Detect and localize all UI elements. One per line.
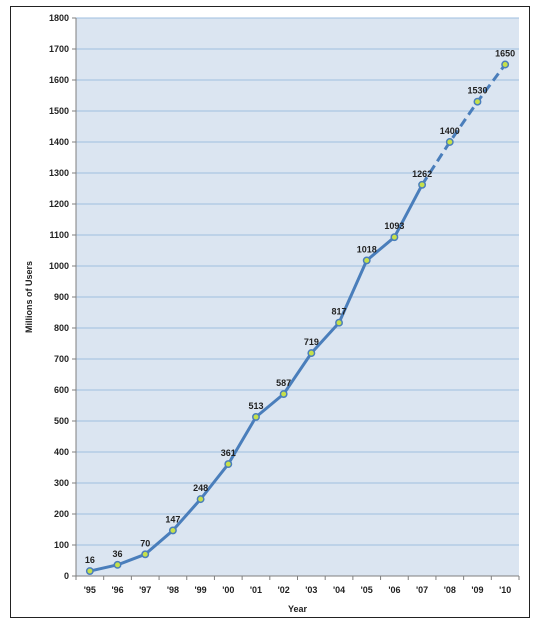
data-point — [418, 180, 427, 189]
y-tick-label: 0 — [64, 571, 69, 581]
data-label: 248 — [193, 483, 208, 493]
y-axis-ticks: 0 100 200 300 400 500 600 700 800 900 1000 1100 1200… — [49, 13, 77, 581]
y-tick-label: 700 — [54, 354, 69, 364]
data-point — [445, 138, 454, 146]
y-tick-label: 1700 — [49, 44, 69, 54]
data-point — [473, 97, 482, 106]
x-axis-ticks: '95 '96 '97 '98 '99 '00 '01 '02 '03 '04 '05 '06 '07 '… — [75, 576, 520, 595]
y-tick-label: 1200 — [49, 199, 69, 209]
y-tick-label: 500 — [54, 416, 69, 426]
y-tick-label: 1400 — [49, 137, 69, 147]
x-tick-label: '07 — [416, 585, 428, 595]
x-tick-label: '99 — [195, 585, 207, 595]
data-point — [362, 256, 371, 265]
data-label: 16 — [85, 555, 95, 565]
series-line-projected — [420, 63, 507, 186]
data-label: 1650 — [495, 49, 515, 59]
x-tick-label: '08 — [444, 585, 456, 595]
data-label: 817 — [332, 307, 347, 317]
x-tick-label: '96 — [111, 585, 123, 595]
y-tick-label: 1600 — [49, 75, 69, 85]
data-point — [390, 233, 399, 242]
data-label: 70 — [140, 538, 150, 548]
x-tick-label: '05 — [361, 585, 373, 595]
data-label: 587 — [276, 378, 291, 388]
x-tick-label: '03 — [305, 585, 317, 595]
data-label: 1400 — [440, 126, 460, 136]
data-point — [307, 349, 316, 358]
data-label: 36 — [113, 549, 123, 559]
data-point — [168, 526, 177, 535]
grid-lines — [76, 17, 519, 577]
data-point — [113, 560, 122, 569]
data-point — [252, 413, 260, 421]
y-tick-label: 200 — [54, 509, 69, 519]
x-tick-label: '06 — [388, 585, 400, 595]
x-tick-label: '97 — [139, 585, 151, 595]
y-axis-title: Millions of Users — [24, 261, 34, 333]
x-tick-label: '10 — [499, 585, 511, 595]
line-chart: 0 100 200 300 400 500 600 700 800 900 1000 1100 1200… — [24, 13, 520, 614]
y-tick-label: 1800 — [49, 13, 69, 23]
x-tick-label: '98 — [167, 585, 179, 595]
data-point — [279, 390, 288, 398]
x-tick-label: '09 — [471, 585, 483, 595]
data-label: 1262 — [412, 169, 432, 179]
y-tick-label: 1000 — [49, 261, 69, 271]
x-tick-label: '00 — [222, 585, 234, 595]
x-tick-label: '02 — [278, 585, 290, 595]
data-label: 719 — [304, 337, 319, 347]
data-point — [196, 495, 205, 504]
data-label: 1018 — [357, 244, 377, 254]
y-tick-label: 900 — [54, 292, 69, 302]
y-tick-label: 1100 — [49, 230, 69, 240]
data-label: 147 — [165, 514, 180, 524]
y-tick-label: 1300 — [49, 168, 69, 178]
data-point — [85, 567, 94, 575]
y-tick-label: 400 — [54, 447, 69, 457]
x-tick-label: '04 — [333, 585, 345, 595]
data-label: 361 — [221, 448, 236, 458]
y-tick-label: 800 — [54, 323, 69, 333]
data-point — [501, 60, 510, 69]
y-tick-label: 1500 — [49, 106, 69, 116]
y-tick-label: 600 — [54, 385, 69, 395]
data-label: 1093 — [384, 221, 404, 231]
data-label: 1530 — [467, 86, 487, 96]
y-tick-label: 100 — [54, 540, 69, 550]
data-labels: 16 36 70 147 248 361 513 587 719 817 1018 1093 1262 1… — [85, 49, 515, 566]
data-point — [224, 460, 233, 469]
x-axis-title: Year — [288, 604, 308, 614]
x-tick-label: '95 — [84, 585, 96, 595]
data-point — [141, 550, 150, 559]
y-tick-label: 300 — [54, 478, 69, 488]
data-label: 513 — [248, 401, 263, 411]
x-tick-label: '01 — [250, 585, 262, 595]
data-point — [335, 318, 343, 327]
data-points — [85, 60, 510, 575]
chart-frame: 0 100 200 300 400 500 600 700 800 900 1000 1100 1200… — [10, 6, 530, 618]
